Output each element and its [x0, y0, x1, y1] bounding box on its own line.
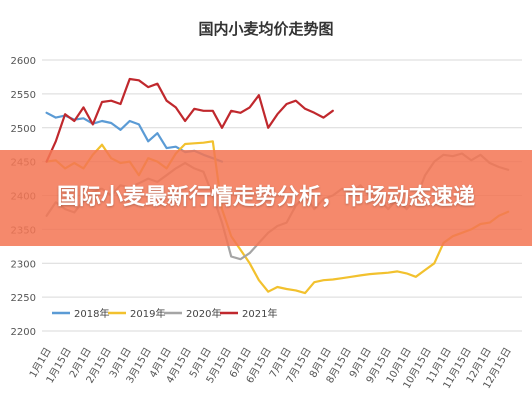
- y-tick-label: 2300: [11, 259, 36, 270]
- chart-title: 国内小麦均价走势图: [198, 20, 333, 38]
- y-tick-label: 2600: [11, 56, 36, 67]
- legend-label: 2021年: [242, 307, 277, 320]
- series-line: [45, 77, 334, 163]
- legend-label: 2018年: [74, 307, 109, 320]
- headline-text: 国际小麦最新行情走势分析，市场动态速递: [56, 185, 475, 210]
- headline-banner: 国际小麦最新行情走势分析，市场动态速递: [0, 150, 532, 246]
- y-tick-label: 2200: [11, 327, 36, 338]
- legend-label: 2020年: [186, 307, 221, 320]
- y-tick-label: 2550: [11, 90, 36, 101]
- y-tick-label: 2500: [11, 124, 36, 135]
- legend-label: 2019年: [130, 307, 165, 320]
- y-tick-label: 2250: [11, 293, 36, 304]
